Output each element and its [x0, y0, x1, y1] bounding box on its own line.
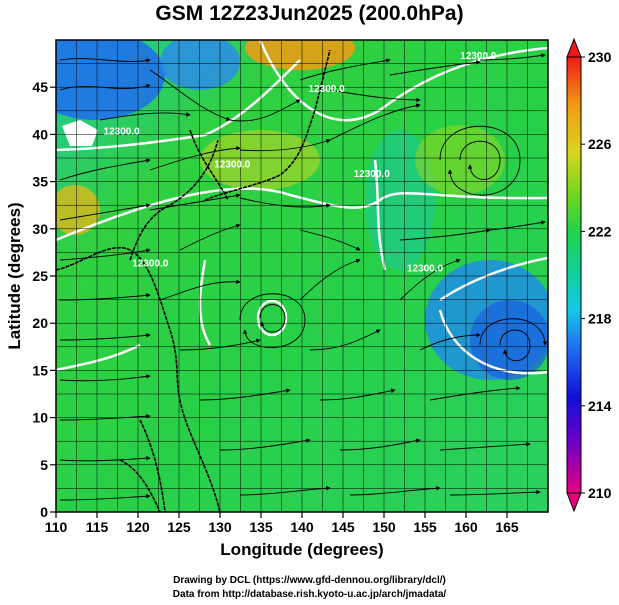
contour-label: 12300.0	[309, 84, 346, 95]
y-tick-label: 25	[32, 268, 48, 284]
colorbar-top-arrow	[566, 37, 582, 58]
contour-label: 12300.0	[407, 263, 444, 274]
colorbar-tick-label: 218	[588, 311, 612, 327]
x-tick-label: 165	[495, 519, 519, 535]
contour-label: 12300.0	[104, 126, 141, 137]
x-tick-label: 150	[372, 519, 396, 535]
y-axis-ticks: 0 5 10 15 20 25 30 35 40 45	[32, 79, 56, 520]
x-tick-label: 135	[249, 519, 273, 535]
credits-drawing: Drawing by DCL (https://www.gfd-dennou.o…	[173, 575, 446, 586]
y-tick-label: 5	[40, 457, 48, 473]
x-axis-ticks: 110 115 120 125 130 135 140 145 150 155 160 165	[45, 512, 519, 535]
grid-lines	[56, 40, 548, 512]
x-tick-label: 125	[167, 519, 191, 535]
wind-streamlines	[59, 53, 548, 501]
x-tick-label: 115	[86, 519, 109, 535]
y-tick-label: 10	[32, 410, 48, 426]
contour-labels: 12300.0 12300.0 12300.0 12300.0 12300.0 12300…	[104, 51, 497, 274]
y-tick-label: 15	[32, 362, 48, 378]
x-tick-label: 145	[331, 519, 355, 535]
colorbar-tick-label: 230	[588, 49, 612, 65]
y-axis-title: Latitude (degrees)	[5, 202, 24, 349]
colorbar-tick-label: 222	[588, 223, 612, 239]
page-title: GSM 12Z23Jun2025 (200.0hPa)	[155, 2, 464, 25]
colorbar-bottom-arrow	[566, 492, 582, 513]
contour-label: 12300.0	[132, 259, 169, 270]
colorbar-bar	[566, 56, 582, 494]
y-tick-label: 30	[32, 221, 48, 237]
y-tick-label: 0	[40, 504, 48, 520]
y-tick-label: 45	[32, 79, 48, 95]
temperature-field: 12300.0 12300.0 12300.0 12300.0 12300.0 12300…	[56, 40, 548, 512]
x-tick-label: 130	[208, 519, 232, 535]
y-tick-label: 20	[32, 315, 48, 331]
y-tick-label: 35	[32, 174, 48, 190]
colorbar-tick-label: 226	[588, 136, 612, 152]
x-tick-label: 155	[413, 519, 437, 535]
x-tick-label: 110	[45, 519, 68, 535]
contour-label: 12300.0	[354, 169, 391, 180]
credits-data: Data from http://database.rish.kyoto-u.a…	[172, 589, 447, 600]
x-tick-label: 140	[290, 519, 314, 535]
x-axis-title: Longitude (degrees)	[220, 540, 383, 559]
contour-label: 12300.0	[214, 159, 251, 170]
colorbar-ticks: 230 226 222 218 214 210	[581, 49, 612, 501]
credits: Drawing by DCL (https://www.gfd-dennou.o…	[0, 574, 619, 602]
colorbar-tick-label: 214	[588, 398, 612, 414]
x-tick-label: 160	[454, 519, 478, 535]
colorbar: 230 226 222 218 214 210	[566, 37, 612, 513]
colorbar-tick-label: 210	[588, 485, 612, 501]
y-tick-label: 40	[32, 126, 48, 142]
contour-label: 12300.0	[460, 51, 497, 62]
x-tick-label: 120	[126, 519, 150, 535]
